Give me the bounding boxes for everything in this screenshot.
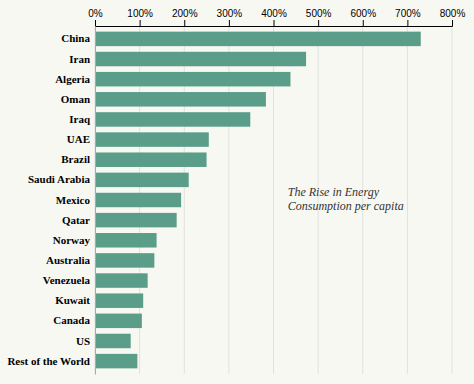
tick-label: 600% [350, 8, 376, 19]
tick: Iraq [69, 113, 95, 125]
tick-label: Venezuela [43, 274, 91, 286]
grid-line [407, 26, 408, 374]
bar [95, 253, 154, 268]
bar [95, 173, 189, 188]
tick-label: Qatar [62, 214, 90, 226]
annotation: The Rise in EnergyConsumption per capita [288, 185, 404, 213]
grid-line [452, 26, 453, 374]
tick: Qatar [62, 214, 95, 226]
tick-label: China [61, 32, 90, 44]
tick: Algeria [55, 73, 95, 85]
bar [95, 32, 421, 47]
tick: Australia [46, 254, 95, 266]
tick-label: 100% [127, 8, 153, 19]
tick-mark [407, 20, 408, 26]
tick-label: Canada [53, 314, 90, 326]
tick: 100% [127, 8, 153, 26]
tick: Mexico [56, 194, 95, 206]
bar [95, 334, 131, 349]
tick: UAE [67, 133, 95, 145]
bar [95, 193, 181, 208]
tick-mark [363, 20, 364, 26]
tick-mark [140, 20, 141, 26]
tick: Norway [53, 234, 95, 246]
tick-label: Mexico [56, 194, 91, 206]
tick: Oman [61, 93, 95, 105]
tick-label: 200% [172, 8, 198, 19]
tick-label: Rest of the World [7, 355, 90, 367]
bar [95, 112, 250, 127]
tick: 600% [350, 8, 376, 26]
tick-label: US [76, 334, 90, 346]
tick-label: Brazil [61, 153, 90, 165]
tick-label: Oman [61, 93, 90, 105]
axis-line [96, 20, 453, 27]
tick-label: Saudi Arabia [28, 173, 91, 185]
bar [95, 132, 209, 147]
tick: Kuwait [55, 294, 95, 306]
tick-mark [95, 20, 96, 26]
bar [95, 293, 143, 308]
tick-label: 300% [217, 8, 243, 19]
bar [95, 213, 177, 228]
tick-label: UAE [67, 133, 90, 145]
bars [95, 32, 421, 369]
tick: 500% [306, 8, 332, 26]
tick-label: 800% [440, 8, 466, 19]
category-axis: Rest of the World US Canada Kuwait Venezuela… [7, 27, 95, 375]
axis-line [95, 27, 96, 375]
bar [95, 152, 207, 167]
tick: 800% [440, 8, 466, 26]
value-axis: 0% 100% 200% 300% 400% 500% 600% 700% 800% [88, 8, 465, 27]
tick: 200% [172, 8, 198, 26]
tick-mark [274, 20, 275, 26]
tick-mark [229, 20, 230, 26]
tick-label: 400% [261, 8, 287, 19]
bar [95, 273, 148, 288]
tick: Brazil [61, 153, 95, 165]
bar [95, 354, 137, 369]
bar [95, 314, 142, 329]
tick-label: Australia [46, 254, 91, 266]
tick-label: 700% [395, 8, 421, 19]
chart: 0% 100% 200% 300% 400% 500% 600% 700% 800% Rest o… [0, 0, 474, 384]
tick: Canada [53, 314, 95, 326]
tick-label: Iraq [69, 113, 91, 125]
tick: Iran [69, 53, 95, 65]
bar [95, 52, 306, 67]
tick-label: Norway [53, 234, 91, 246]
bar [95, 92, 266, 107]
bar [95, 233, 157, 248]
tick: China [61, 32, 95, 44]
annotation-line: The Rise in Energy [288, 185, 380, 199]
tick-label: Iran [69, 53, 90, 65]
tick: 0% [88, 8, 103, 26]
tick: 300% [217, 8, 243, 26]
grid-line [95, 26, 96, 374]
tick-label: 0% [88, 8, 103, 19]
tick: US [76, 334, 95, 346]
grid [95, 26, 452, 374]
tick: Venezuela [43, 274, 95, 286]
tick-label: Algeria [55, 73, 90, 85]
tick: 400% [261, 8, 287, 26]
tick: Rest of the World [7, 355, 95, 367]
tick-label: 500% [306, 8, 332, 19]
tick-mark [452, 20, 453, 26]
tick: 700% [395, 8, 421, 26]
tick-mark [318, 20, 319, 26]
tick-label: Kuwait [55, 294, 90, 306]
plot: 0% 100% 200% 300% 400% 500% 600% 700% 800% Rest o… [7, 8, 465, 375]
tick: Saudi Arabia [28, 173, 95, 185]
annotation-line: Consumption per capita [288, 199, 404, 213]
tick-mark [184, 20, 185, 26]
bar [95, 72, 290, 87]
